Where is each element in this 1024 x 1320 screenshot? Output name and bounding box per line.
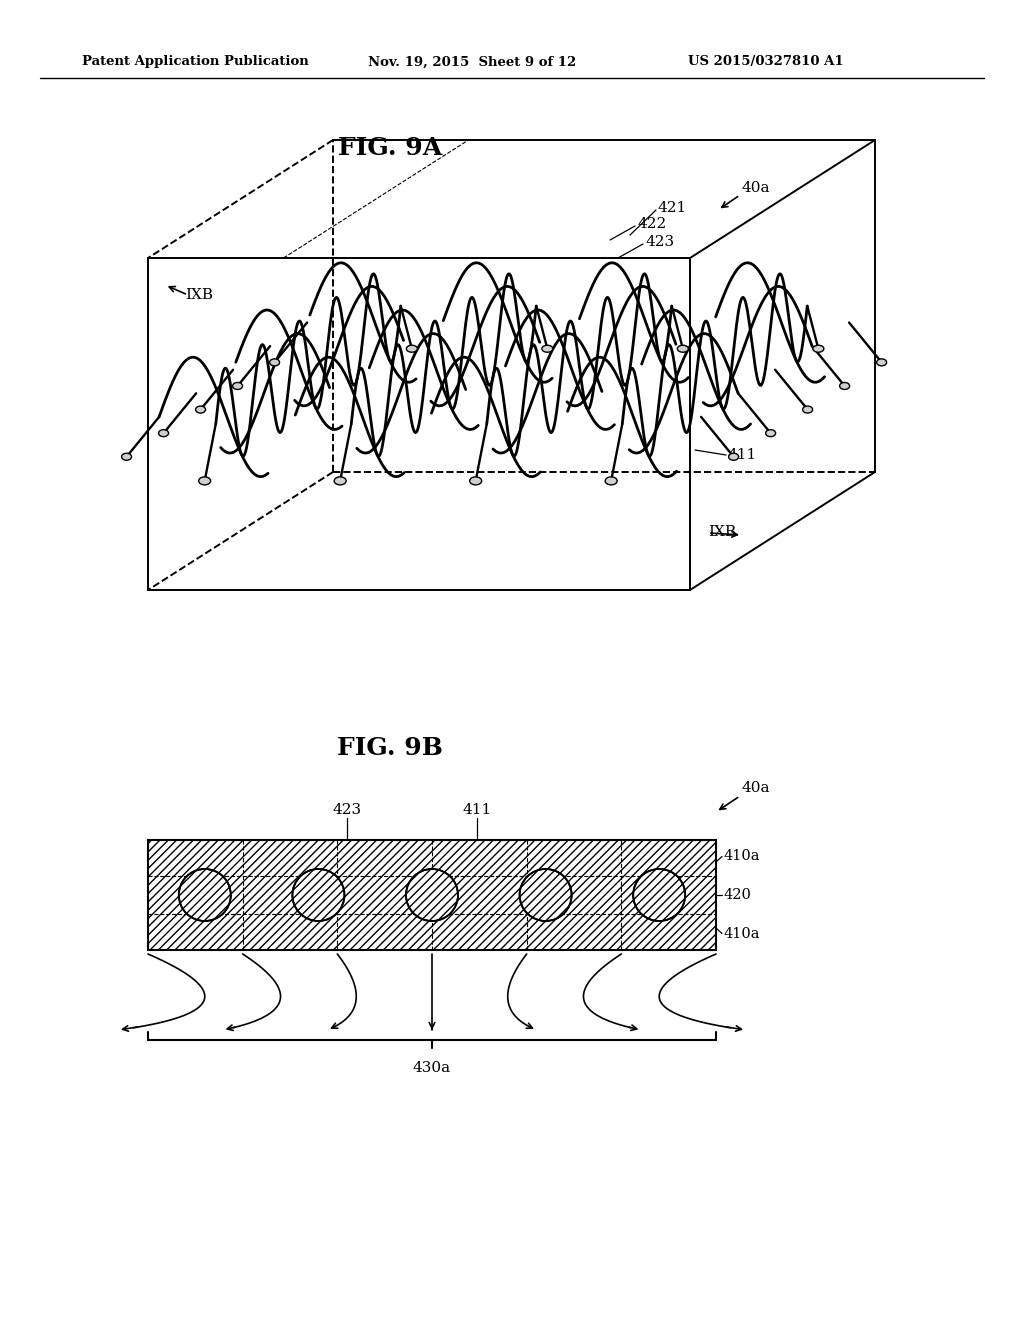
- Text: FIG. 9B: FIG. 9B: [337, 737, 443, 760]
- Bar: [148, 840, 716, 950]
- Text: 411: 411: [728, 447, 758, 462]
- Text: 421: 421: [658, 201, 687, 215]
- Ellipse shape: [269, 359, 280, 366]
- Text: 410a: 410a: [724, 850, 761, 863]
- Ellipse shape: [729, 453, 738, 461]
- Ellipse shape: [633, 869, 685, 921]
- Ellipse shape: [199, 477, 211, 484]
- Ellipse shape: [840, 383, 850, 389]
- Text: 40a: 40a: [742, 181, 770, 195]
- Text: Patent Application Publication: Patent Application Publication: [82, 55, 309, 69]
- Ellipse shape: [519, 869, 571, 921]
- Text: 422: 422: [637, 216, 667, 231]
- Ellipse shape: [179, 869, 230, 921]
- Ellipse shape: [803, 407, 813, 413]
- Text: FIG. 9A: FIG. 9A: [338, 136, 442, 160]
- Text: 423: 423: [645, 235, 674, 249]
- Ellipse shape: [766, 430, 775, 437]
- Text: IXB: IXB: [185, 288, 213, 302]
- Text: Nov. 19, 2015  Sheet 9 of 12: Nov. 19, 2015 Sheet 9 of 12: [368, 55, 577, 69]
- Ellipse shape: [542, 346, 553, 352]
- Ellipse shape: [470, 477, 481, 484]
- Text: 40a: 40a: [742, 781, 770, 795]
- Ellipse shape: [334, 477, 346, 484]
- Ellipse shape: [159, 430, 169, 437]
- Text: 423: 423: [332, 803, 361, 817]
- Ellipse shape: [232, 383, 243, 389]
- Ellipse shape: [122, 453, 131, 461]
- Ellipse shape: [813, 346, 824, 352]
- Ellipse shape: [407, 346, 418, 352]
- Ellipse shape: [196, 407, 206, 413]
- Ellipse shape: [293, 869, 344, 921]
- Text: 430a: 430a: [413, 1061, 451, 1074]
- Text: 411: 411: [463, 803, 493, 817]
- Text: IXB: IXB: [708, 525, 736, 539]
- Ellipse shape: [677, 346, 688, 352]
- Ellipse shape: [406, 869, 458, 921]
- Text: 410a: 410a: [724, 927, 761, 940]
- Ellipse shape: [605, 477, 617, 484]
- Ellipse shape: [877, 359, 887, 366]
- Text: US 2015/0327810 A1: US 2015/0327810 A1: [688, 55, 844, 69]
- Text: 420: 420: [724, 888, 752, 902]
